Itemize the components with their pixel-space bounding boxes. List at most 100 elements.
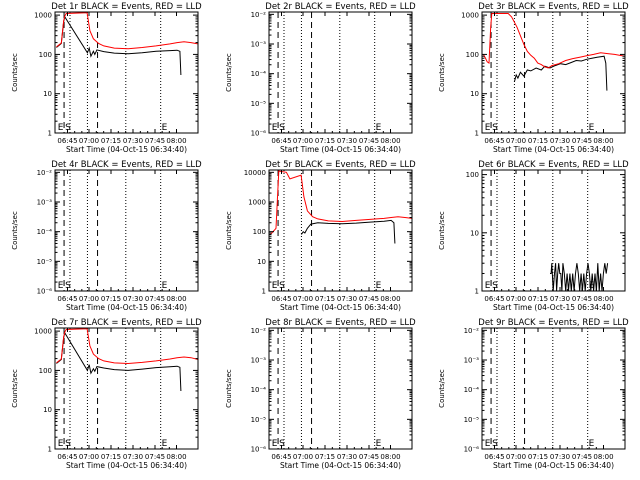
plot-frame	[481, 327, 626, 450]
x-axis-label: Start Time (04-Oct-15 06:34:40)	[493, 145, 614, 154]
marker-e: E	[485, 281, 491, 291]
y-tick-label: 10⁻⁵	[464, 416, 480, 424]
series-events	[550, 263, 609, 291]
x-tick-label: 08:00	[380, 137, 400, 145]
marker-s: S	[279, 123, 285, 133]
y-axis-label: Counts/sec	[11, 53, 19, 92]
panel-title: Det 2r BLACK = Events, RED = LLD	[265, 2, 416, 12]
x-tick-label: 07:00	[293, 295, 313, 303]
x-tick-label: 06:45	[57, 295, 77, 303]
y-tick-label: 10⁻²	[251, 327, 267, 335]
y-axis-label: Counts/sec	[438, 53, 446, 92]
panel-title: Det 9r BLACK = Events, RED = LLD	[478, 318, 629, 328]
y-tick-label: 10⁻⁴	[464, 386, 480, 394]
panel-title: Det 6r BLACK = Events, RED = LLD	[478, 160, 629, 170]
x-tick-label: 07:00	[79, 137, 99, 145]
marker-e: E	[162, 281, 168, 291]
x-tick-label: 07:15	[528, 295, 548, 303]
marker-s: S	[492, 439, 498, 449]
x-tick-label: 07:30	[550, 137, 570, 145]
series-events	[513, 55, 608, 91]
x-tick-label: 06:45	[484, 295, 504, 303]
y-axis-label: Counts/sec	[438, 369, 446, 408]
y-tick-label: 10	[470, 90, 479, 98]
y-tick-label: 10⁻⁶	[251, 130, 267, 138]
x-tick-label: 07:00	[506, 137, 526, 145]
y-tick-label: 1000	[461, 12, 479, 20]
x-tick-label: 08:00	[593, 453, 613, 461]
x-tick-label: 06:45	[57, 137, 77, 145]
y-tick-label: 10⁻⁵	[251, 100, 267, 108]
x-tick-label: 07:30	[337, 295, 357, 303]
x-tick-label: 07:30	[123, 295, 143, 303]
y-tick-label: 1	[48, 130, 52, 138]
y-tick-label: 10⁻²	[37, 169, 53, 177]
y-tick-label: 10⁻³	[37, 199, 53, 207]
y-tick-label: 10⁻⁶	[251, 446, 267, 454]
plot-frame	[268, 327, 413, 450]
series-lld	[56, 12, 198, 50]
x-tick-label: 07:15	[315, 453, 335, 461]
x-tick-label: 07:45	[359, 295, 379, 303]
y-tick-label: 10⁻⁴	[251, 386, 267, 394]
x-tick-label: 07:45	[145, 295, 165, 303]
x-tick-label: 08:00	[380, 453, 400, 461]
x-tick-label: 07:30	[337, 137, 357, 145]
marker-e: E	[485, 439, 491, 449]
plot-frame	[481, 11, 626, 134]
x-tick-label: 07:00	[506, 295, 526, 303]
y-tick-label: 1000	[34, 328, 52, 336]
marker-s: S	[492, 123, 498, 133]
y-axis-label: Counts/sec	[11, 211, 19, 250]
series-lld	[482, 13, 625, 69]
y-tick-label: 1000	[34, 12, 52, 20]
y-tick-label: 10⁻⁴	[251, 70, 267, 78]
y-tick-label: 10⁻⁶	[464, 446, 480, 454]
y-tick-label: 10⁻³	[464, 357, 480, 365]
marker-e: E	[589, 439, 595, 449]
x-tick-label: 07:15	[315, 295, 335, 303]
y-tick-label: 10⁻⁵	[251, 416, 267, 424]
y-tick-label: 10⁻⁴	[37, 228, 53, 236]
y-axis-label: Counts/sec	[11, 369, 19, 408]
y-axis-label: Counts/sec	[225, 211, 233, 250]
x-axis-label: Start Time (04-Oct-15 06:34:40)	[493, 303, 614, 312]
y-tick-label: 1000	[248, 199, 266, 207]
marker-e: E	[485, 123, 491, 133]
x-tick-label: 08:00	[166, 137, 186, 145]
y-tick-label: 100	[39, 367, 52, 375]
plot-frame	[481, 169, 626, 292]
x-tick-label: 08:00	[166, 453, 186, 461]
y-tick-label: 10⁻²	[251, 11, 267, 19]
x-tick-label: 07:00	[293, 137, 313, 145]
panel-title: Det 1r BLACK = Events, RED = LLD	[51, 2, 202, 12]
y-tick-label: 10	[470, 229, 479, 237]
marker-e: E	[589, 123, 595, 133]
marker-s: S	[65, 281, 71, 291]
plot-frame	[54, 11, 199, 134]
series-events	[56, 331, 182, 392]
panel-title: Det 4r BLACK = Events, RED = LLD	[51, 160, 202, 170]
x-axis-label: Start Time (04-Oct-15 06:34:40)	[66, 303, 187, 312]
series-lld	[270, 170, 412, 235]
y-tick-label: 1	[475, 130, 479, 138]
y-tick-label: 10⁻⁶	[37, 288, 53, 296]
y-tick-label: 10	[43, 406, 52, 414]
x-axis-label: Start Time (04-Oct-15 06:34:40)	[280, 145, 401, 154]
marker-e: E	[162, 439, 168, 449]
x-tick-label: 07:45	[145, 453, 165, 461]
marker-s: S	[65, 439, 71, 449]
y-tick-label: 1	[475, 288, 479, 296]
x-tick-label: 07:00	[79, 295, 99, 303]
x-tick-label: 08:00	[593, 137, 613, 145]
x-tick-label: 07:45	[359, 453, 379, 461]
y-tick-label: 1	[48, 446, 52, 454]
marker-e: E	[376, 281, 382, 291]
x-tick-label: 07:15	[101, 295, 121, 303]
x-tick-label: 07:15	[528, 137, 548, 145]
